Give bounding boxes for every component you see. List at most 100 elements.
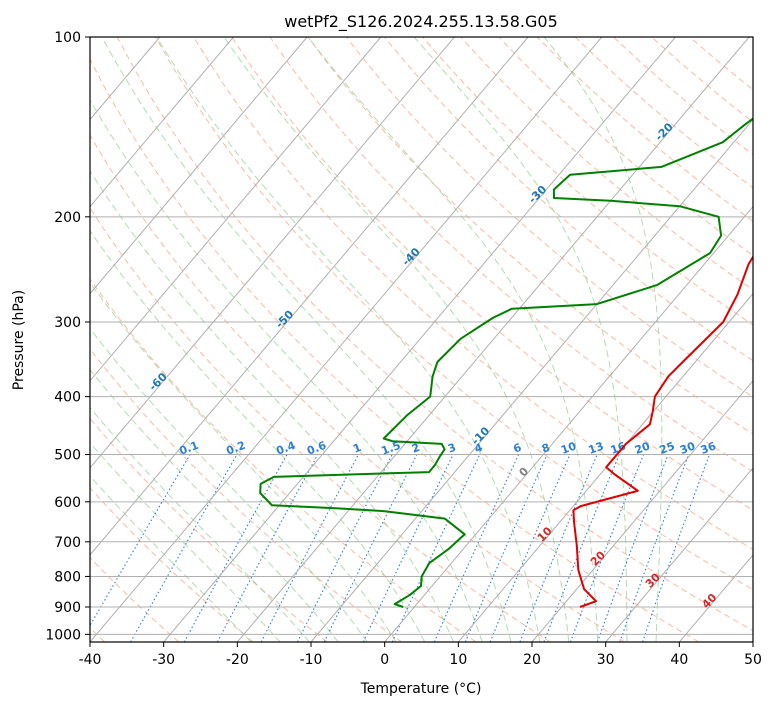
dry-adiabat (613, 37, 753, 156)
isotherm-line (90, 37, 455, 469)
isotherm-line (310, 118, 753, 642)
sounding-line (259, 117, 753, 608)
isotherm-line (163, 37, 676, 642)
dry-adiabat (345, 37, 753, 398)
mixing-ratio-label: 0.2 (224, 439, 247, 458)
isotherm-line (384, 205, 753, 642)
dry-adiabat (498, 37, 753, 256)
mixing-ratio-line (464, 454, 548, 642)
mixing-ratio-label: 10 (559, 439, 578, 457)
isotherm-gridlines (90, 37, 753, 642)
isotherm-line (236, 37, 750, 642)
mixing-ratio-line (569, 454, 645, 642)
isotherm-value-label: -40 (400, 245, 423, 268)
mixing-ratio-line (596, 454, 669, 642)
x-tick-label: 40 (670, 652, 688, 668)
mixing-ratio-line (642, 454, 711, 642)
dry-adiabat (422, 37, 753, 326)
moist-adiabat (156, 37, 541, 642)
x-tick-label: 50 (744, 652, 762, 668)
isotherm-value-label: -20 (653, 120, 676, 143)
moist-adiabat (101, 37, 512, 642)
y-tick-label: 400 (54, 390, 81, 406)
x-tick-label: 10 (449, 652, 467, 668)
y-tick-label: 800 (54, 569, 81, 585)
mixing-ratio-label: 0.4 (274, 439, 297, 458)
moist-adiabat (223, 37, 570, 642)
mixing-ratio-label: 8 (540, 441, 552, 456)
mixing-ratio-line (543, 454, 620, 642)
isotherm-value-label: -60 (146, 370, 169, 393)
dry-adiabat (193, 37, 753, 550)
background-lines (90, 37, 753, 642)
isotherm-line (90, 37, 382, 382)
y-axis-label: Pressure (hPa) (11, 290, 27, 390)
sounding-line (572, 255, 753, 608)
dry-adiabat (689, 37, 753, 91)
isotherm-line (90, 37, 529, 556)
moist-adiabat (90, 99, 483, 642)
moist-adiabat (413, 37, 628, 642)
dry-adiabat (536, 37, 753, 222)
isotherm-line (752, 641, 753, 642)
mixing-ratio-label: 20 (633, 439, 652, 457)
y-tick-label: 300 (54, 315, 81, 331)
mixing-ratio-line (391, 454, 481, 642)
moist-adiabat (90, 170, 454, 642)
mixing-ratio-label: 36 (699, 439, 718, 457)
y-tick-label: 600 (54, 495, 81, 511)
isotherm-value-label: -50 (273, 308, 296, 331)
dry-adiabat (90, 417, 328, 642)
mixing-ratio-label: 30 (678, 439, 697, 457)
x-tick-label: -40 (79, 652, 102, 668)
chart-title: wetPf2_S126.2024.255.13.58.G05 (284, 12, 558, 32)
dry-adiabat (90, 556, 180, 642)
dry-adiabat (90, 487, 254, 642)
isotherm-line (605, 467, 753, 642)
mixing-ratio-label: 2 (410, 441, 422, 456)
mixing-ratio-label: 0.1 (178, 439, 201, 458)
dry-adiabat (90, 133, 625, 642)
y-tick-label: 700 (54, 535, 81, 551)
dry-adiabat (460, 37, 753, 291)
dry-adiabat (116, 37, 753, 632)
y-tick-label: 200 (54, 210, 81, 226)
isotherm-value-label: -30 (526, 183, 549, 206)
y-tick-label: 1000 (45, 627, 81, 643)
mixing-ratio-line (619, 454, 690, 642)
mixing-ratio-line (130, 454, 238, 642)
plot-frame (89, 36, 754, 643)
isotherm-line (531, 379, 753, 642)
y-tick-label: 900 (54, 600, 81, 616)
mixing-ratio-label: 16 (609, 439, 628, 457)
x-tick-label: -30 (152, 652, 175, 668)
mixing-ratio-line (183, 454, 288, 642)
x-tick-label: -10 (300, 652, 323, 668)
mixing-ratio-label: 3 (446, 441, 458, 456)
dry-adiabat (231, 37, 753, 511)
isotherm-value-label: 40 (699, 591, 719, 611)
isotherm-value-label: 30 (643, 570, 663, 590)
dry-adiabat (90, 348, 402, 642)
dry-adiabat (90, 207, 551, 642)
mixing-ratio-line (433, 454, 520, 642)
moist-adiabat (90, 475, 252, 642)
mixing-ratio-line (216, 454, 319, 642)
mixing-ratio-label: 13 (587, 440, 606, 457)
dry-adiabat (90, 58, 700, 642)
isotherm-value-label: -70 (20, 433, 43, 456)
x-axis-ticks: -40 -30 -20 -10 0 10 20 30 40 50 (79, 642, 762, 668)
dry-adiabat (155, 37, 753, 591)
pressure-gridlines (90, 37, 753, 635)
x-axis-label: Temperature (°C) (360, 681, 482, 697)
y-axis-ticks: 100 200 300 400 500 600 700 800 900 1000 (45, 30, 90, 643)
mixing-ratio-label: 1.5 (380, 439, 403, 458)
x-tick-label: 20 (523, 652, 541, 668)
mixing-ratio-label: 6 (512, 441, 524, 456)
isotherm-line (90, 37, 308, 295)
moist-adiabat (90, 406, 310, 642)
mixing-ratio-line (362, 454, 454, 642)
moist-adiabat (90, 327, 368, 642)
isotherm-line (678, 554, 753, 642)
